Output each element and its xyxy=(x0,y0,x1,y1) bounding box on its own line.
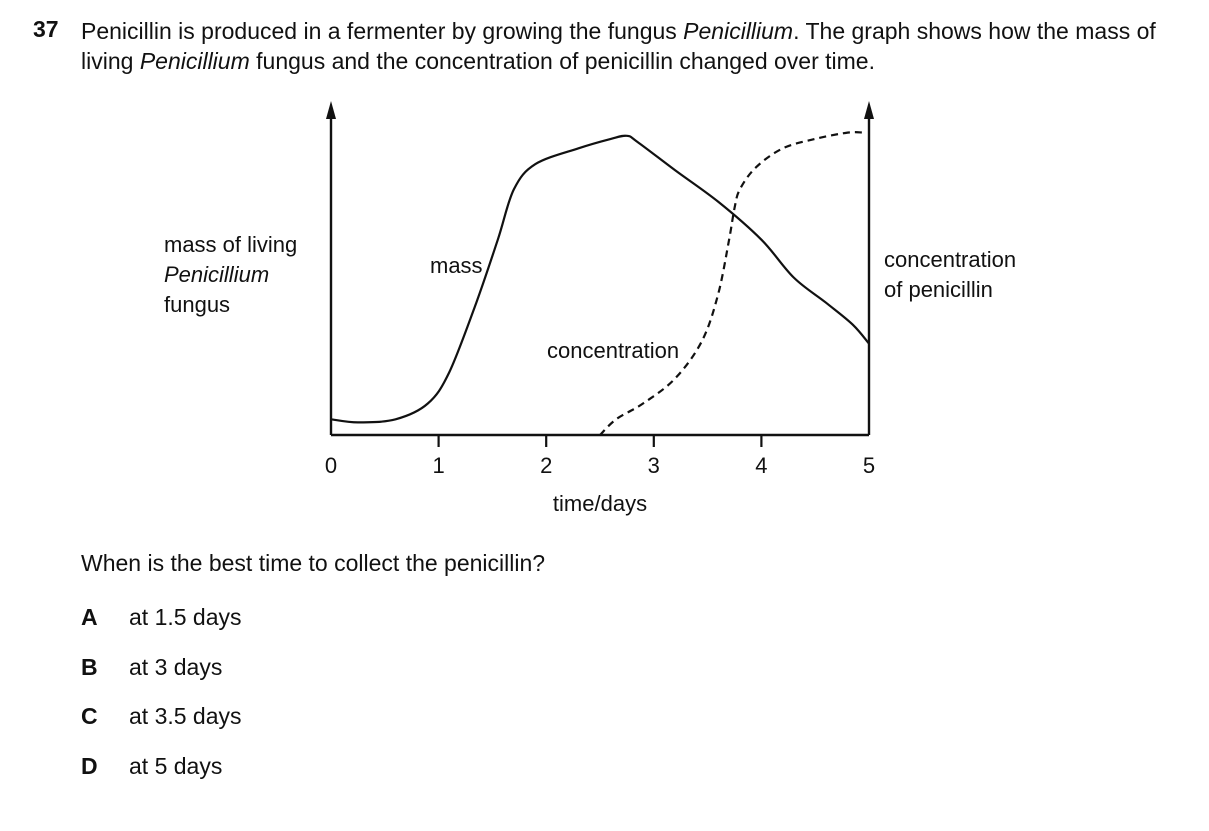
y-right-axis-arrow xyxy=(864,101,874,119)
y-left-axis-arrow xyxy=(326,101,336,119)
x-tick-label: 1 xyxy=(432,453,444,478)
x-tick-label: 4 xyxy=(755,453,767,478)
option-letter: B xyxy=(81,654,98,680)
annotation-mass: mass xyxy=(430,253,483,278)
stem-part-italic: Penicillium xyxy=(683,18,794,44)
x-tick-label: 5 xyxy=(863,453,875,478)
series-line-mass xyxy=(330,134,870,424)
stem-part-italic: Penicillium xyxy=(139,48,250,74)
x-axis-label: time/days xyxy=(553,491,647,516)
x-tick-label: 3 xyxy=(648,453,660,478)
question-number: 37 xyxy=(33,16,59,42)
series-line-concentration xyxy=(599,131,864,436)
x-tick-label: 2 xyxy=(540,453,552,478)
y-left-axis-label: mass of living Penicillium fungus xyxy=(164,230,297,320)
y-right-label-line: concentration xyxy=(884,247,1017,272)
x-tick-label: 0 xyxy=(325,453,337,478)
option-text: at 3 days xyxy=(129,654,223,680)
option-text: at 1.5 days xyxy=(129,604,242,630)
y-right-label-line: of penicillin xyxy=(884,277,993,302)
question-stem: Penicillin is produced in a fermenter by… xyxy=(81,16,1191,76)
stem-part: fungus and the concentration of penicill… xyxy=(249,48,875,74)
option-letter: A xyxy=(81,604,98,630)
stem-part: Penicillin is produced in a fermenter by… xyxy=(81,18,684,44)
y-left-label-line: fungus xyxy=(164,292,231,317)
y-left-label-line: Penicillium xyxy=(164,262,270,287)
y-right-axis-label: concentration of penicillin xyxy=(884,245,1016,305)
option-text: at 3.5 days xyxy=(129,703,242,729)
y-left-label-line: mass of living xyxy=(164,232,298,257)
annotation-concentration: concentration xyxy=(547,338,679,363)
option-letter: C xyxy=(81,703,98,729)
stem-part: . The graph shows how the mass of living xyxy=(81,18,1156,74)
option-letter: D xyxy=(81,753,98,779)
question-prompt: When is the best time to collect the pen… xyxy=(81,550,546,576)
option-text: at 5 days xyxy=(129,753,223,779)
